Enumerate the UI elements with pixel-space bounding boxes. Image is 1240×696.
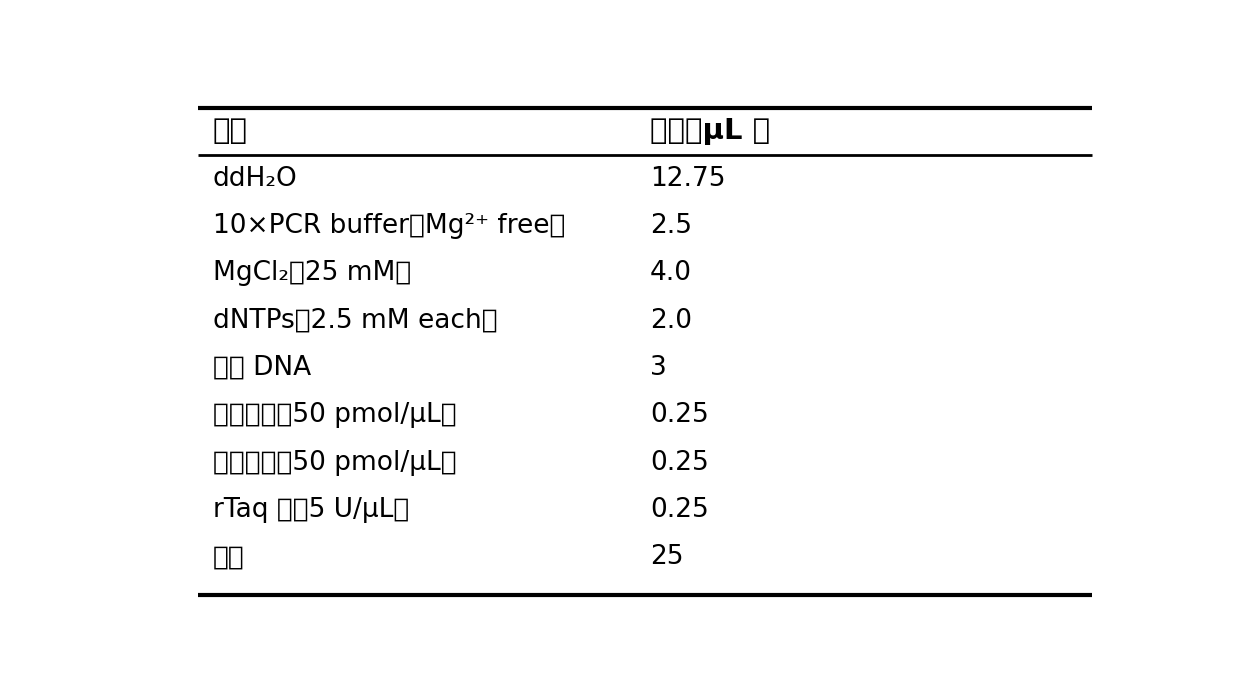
Text: rTaq 酶（5 U/μL）: rTaq 酶（5 U/μL） [213,497,409,523]
Text: 体积（μL ）: 体积（μL ） [650,118,770,145]
Text: 2.0: 2.0 [650,308,692,333]
Text: 总量: 总量 [213,544,244,571]
Text: 2.5: 2.5 [650,213,692,239]
Text: 25: 25 [650,544,683,571]
Text: 下游引物（50 pmol/μL）: 下游引物（50 pmol/μL） [213,450,456,476]
Text: dNTPs（2.5 mM each）: dNTPs（2.5 mM each） [213,308,497,333]
Text: 0.25: 0.25 [650,402,709,429]
Text: 组分: 组分 [213,118,248,145]
Text: MgCl₂（25 mM）: MgCl₂（25 mM） [213,260,410,286]
Text: 0.25: 0.25 [650,497,709,523]
Text: 模板 DNA: 模板 DNA [213,355,311,381]
Text: 10×PCR buffer（Mg²⁺ free）: 10×PCR buffer（Mg²⁺ free） [213,213,565,239]
Text: 12.75: 12.75 [650,166,725,191]
Text: 4.0: 4.0 [650,260,692,286]
Text: 上游引物（50 pmol/μL）: 上游引物（50 pmol/μL） [213,402,456,429]
Text: ddH₂O: ddH₂O [213,166,298,191]
Text: 3: 3 [650,355,667,381]
Text: 0.25: 0.25 [650,450,709,476]
